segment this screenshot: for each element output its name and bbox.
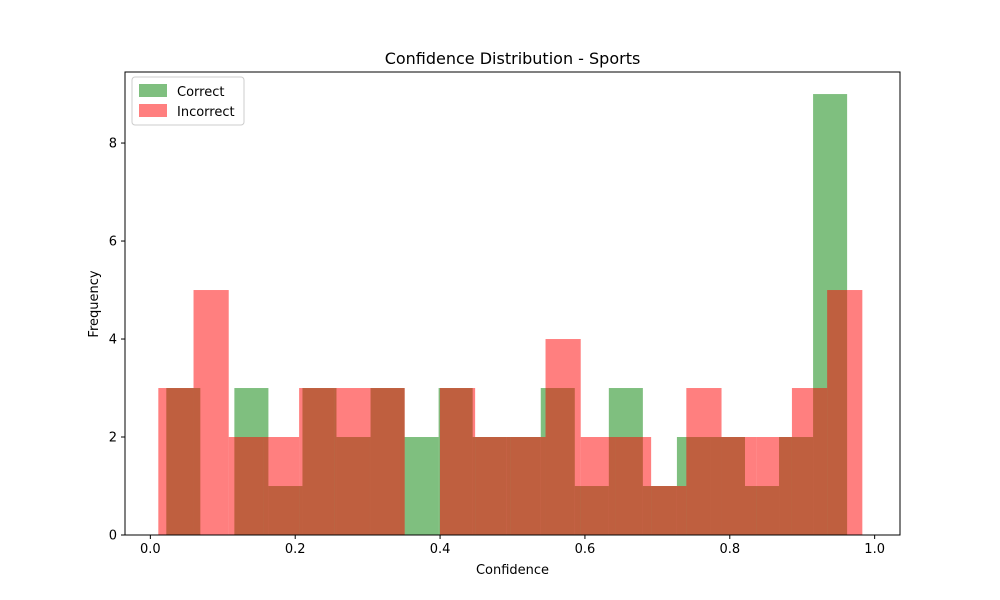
bar-incorrect-2	[228, 437, 264, 535]
bar-incorrect-19	[827, 290, 863, 535]
bar-incorrect-3	[263, 437, 300, 535]
y-tick-label: 0	[109, 529, 117, 544]
y-axis-label: Frequency	[87, 270, 102, 337]
bar-incorrect-6	[369, 388, 405, 535]
bar-incorrect-10	[510, 437, 546, 535]
y-axis-ticks: 0 2 4 6 8	[109, 137, 125, 544]
y-tick-label: 6	[109, 235, 117, 250]
bar-incorrect-16	[721, 437, 757, 535]
bar-incorrect-0	[158, 388, 194, 535]
bar-incorrect-18	[791, 388, 828, 535]
legend-swatch-correct	[139, 84, 167, 97]
x-tick-label: 0.4	[430, 542, 451, 557]
x-axis-label: Confidence	[476, 563, 549, 578]
bar-incorrect-9	[475, 437, 511, 535]
bar-incorrect-5	[334, 388, 370, 535]
x-tick-label: 1.0	[864, 542, 885, 557]
bar-incorrect-1	[193, 290, 229, 535]
x-tick-label: 0.2	[285, 542, 306, 557]
bar-correct-7	[404, 437, 439, 535]
y-tick-label: 4	[109, 333, 117, 348]
legend-label-correct: Correct	[177, 85, 224, 100]
y-tick-label: 2	[109, 431, 117, 446]
plot-frame	[124, 71, 901, 536]
bar-incorrect-4	[299, 388, 335, 535]
legend-label-incorrect: Incorrect	[177, 105, 235, 120]
bar-incorrect-8	[439, 388, 476, 535]
x-tick-label: 0.8	[719, 542, 740, 557]
x-tick-label: 0.0	[140, 542, 161, 557]
bar-incorrect-17	[756, 437, 792, 535]
y-tick-label: 8	[109, 137, 117, 152]
bars-layer	[158, 94, 863, 536]
bar-incorrect-13	[615, 437, 652, 535]
bar-incorrect-15	[686, 388, 722, 535]
chart-title: Confidence Distribution - Sports	[385, 49, 641, 68]
legend-swatch-incorrect	[139, 104, 167, 117]
legend: Correct Incorrect	[131, 76, 245, 126]
bar-incorrect-11	[545, 339, 581, 535]
bar-incorrect-14	[651, 486, 687, 535]
x-axis-ticks: 0.0 0.2 0.4 0.6 0.8 1.0	[140, 535, 885, 557]
x-tick-label: 0.6	[575, 542, 596, 557]
bar-incorrect-12	[580, 437, 616, 535]
